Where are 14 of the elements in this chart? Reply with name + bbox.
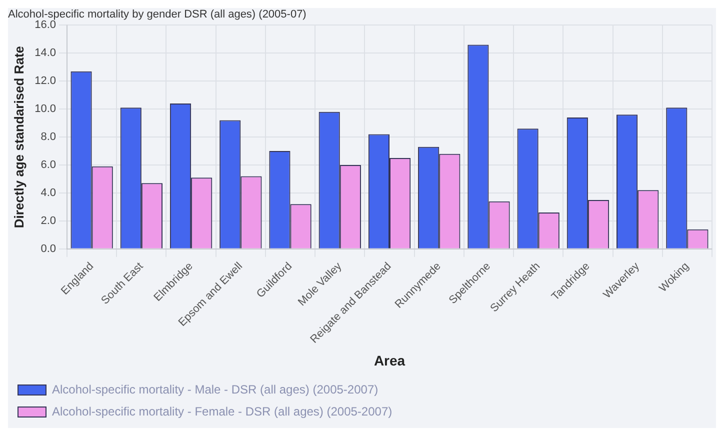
y-tick-label: 12.0 [34, 75, 56, 88]
y-tick-label: 6.0 [40, 159, 56, 172]
y-tick-label: 16.0 [34, 19, 56, 32]
legend-label: Alcohol-specific mortality - Female - DSR (all ages) (2005-2007) [52, 404, 392, 418]
y-tick-label: 0.0 [40, 242, 56, 255]
y-tick-label: 14.0 [34, 47, 56, 60]
legend-label: Alcohol-specific mortality - Male - DSR (all ages) (2005-2007) [52, 382, 378, 396]
y-tick-label: 2.0 [40, 214, 56, 227]
y-tick-label: 8.0 [40, 131, 56, 144]
y-axis-title: Directly age standarised Rate [11, 46, 26, 228]
x-axis-title: Area [374, 352, 406, 368]
y-tick-label: 10.0 [34, 103, 56, 116]
chart-title: Alcohol-specific mortality by gender DSR (all ages) (2005-07) [8, 8, 306, 21]
y-tick-label: 4.0 [40, 187, 56, 199]
